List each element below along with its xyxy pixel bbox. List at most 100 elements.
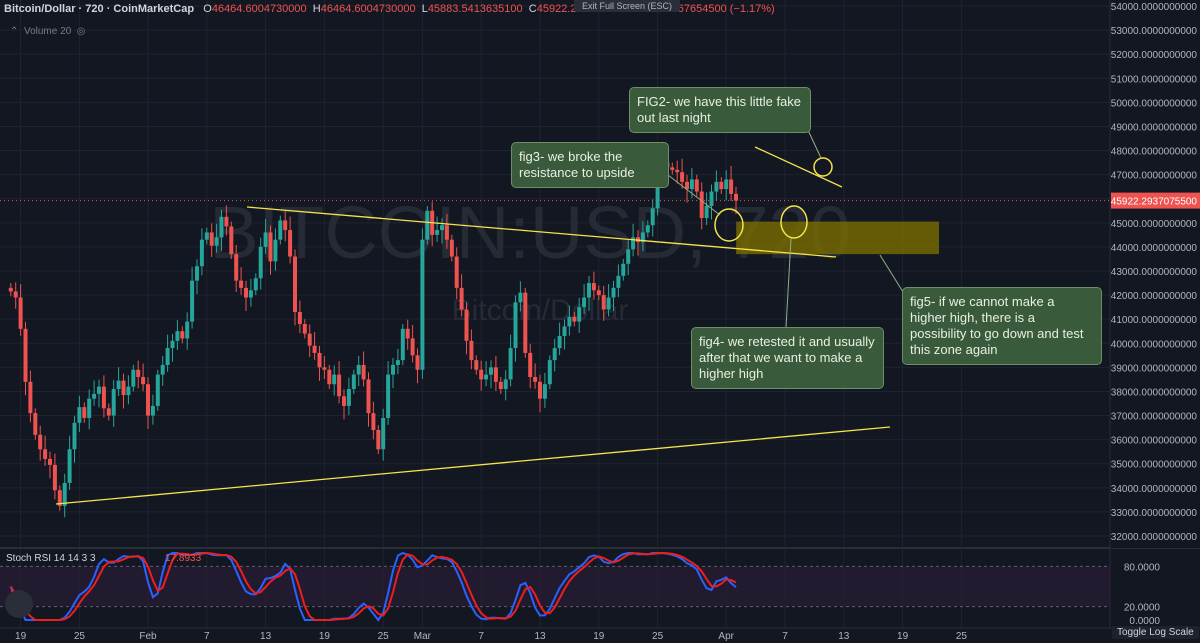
candle-body — [52, 464, 57, 491]
candle-body — [234, 254, 239, 281]
eye-hidden-icon[interactable]: ◎ — [76, 26, 86, 37]
candle-body — [464, 309, 469, 341]
candle-body — [704, 205, 709, 218]
annotation-fig2: FIG2- we have this little fake out last … — [629, 87, 811, 133]
candle-body — [719, 181, 724, 190]
price-tick-label: 42000.0000000000 — [1111, 291, 1198, 302]
candle-body — [106, 408, 111, 416]
candle-body — [62, 483, 67, 506]
price-tick-label: 44000.0000000000 — [1111, 243, 1198, 254]
time-tick-label: 13 — [260, 631, 272, 642]
candle-body — [508, 348, 513, 380]
candle-body — [253, 278, 258, 291]
fig3-pointer — [667, 174, 721, 216]
candle-body — [302, 324, 307, 334]
candle-body — [273, 239, 278, 262]
price-tick-label: 51000.0000000000 — [1111, 74, 1198, 85]
last-price-label: 45922.2937075500 — [1111, 197, 1198, 208]
candle-body — [268, 232, 273, 262]
candle-body — [48, 458, 52, 465]
price-axis[interactable]: 32000.0000000000 33000.0000000000 34000.00… — [0, 0, 1200, 628]
candle-body — [239, 280, 244, 288]
price-tick-label: 32000.0000000000 — [1111, 532, 1198, 543]
candle-body — [126, 386, 131, 396]
candle-body — [165, 348, 170, 365]
candle-body — [650, 208, 655, 226]
toggle-log-scale-button[interactable]: Toggle Log Scale — [1112, 626, 1199, 639]
candle-body — [141, 377, 146, 385]
candle-body — [312, 345, 317, 353]
candle-body — [263, 232, 268, 247]
candle-body — [513, 302, 518, 349]
candle-body — [219, 216, 224, 238]
descending-trendline — [754, 146, 843, 188]
time-tick-label: 25 — [652, 631, 664, 642]
tradingview-logo-icon[interactable] — [5, 590, 33, 618]
candle-body — [92, 393, 97, 399]
candle-body — [175, 331, 180, 341]
price-tick-label: 37000.0000000000 — [1111, 412, 1198, 423]
candle-body — [577, 307, 582, 322]
candle-body — [356, 364, 361, 375]
candle-body — [591, 283, 596, 291]
candle-body — [121, 380, 126, 396]
fig3-circle — [714, 208, 744, 242]
volume-label: Volume 20 — [23, 26, 72, 37]
candle-body — [489, 367, 493, 375]
collapse-icon[interactable]: ⌃ — [10, 26, 19, 37]
time-axis[interactable]: 19 25 Feb 7 13 19 25 Mar 7 13 19 25 Apr 7 13 19 25 — [0, 627, 1200, 642]
rsi-band — [0, 566, 1110, 607]
candle-body — [77, 407, 82, 423]
annotation-fig4: fig4- we retested it and usually after t… — [691, 327, 884, 389]
candle-body — [57, 490, 62, 506]
candle-body — [694, 179, 699, 192]
volume-indicator-label[interactable]: ⌃ Volume 20 ◎ — [10, 26, 86, 37]
candle-body — [518, 292, 523, 303]
price-tick-label: 45000.0000000000 — [1111, 219, 1198, 230]
candle-body — [621, 263, 626, 276]
candle-body — [435, 230, 440, 235]
candle-body — [258, 246, 263, 279]
candle-body — [420, 239, 425, 370]
candle-body — [729, 179, 734, 194]
candle-body — [655, 174, 660, 209]
candle-body — [376, 430, 381, 450]
close-label: C — [528, 3, 537, 15]
candle-body — [131, 369, 136, 387]
candle-body — [449, 239, 454, 257]
low-label: L — [421, 3, 428, 15]
price-tick-label: 39000.0000000000 — [1111, 363, 1198, 374]
candle-body — [400, 328, 405, 361]
candle-body — [346, 389, 351, 406]
stoch-rsi-pane[interactable]: 80.0000 20.0000 0.0000 — [0, 551, 1160, 627]
candle-body — [391, 364, 395, 375]
candle-body — [67, 449, 72, 483]
candle-body — [528, 352, 533, 377]
rsi-d-line — [9, 551, 737, 621]
candle-body — [136, 369, 141, 377]
candle-body — [493, 367, 498, 382]
high-value: 46464.6004730000 — [320, 3, 416, 15]
time-tick-label: 13 — [838, 631, 850, 642]
candle-body — [611, 287, 616, 298]
price-tick-label: 34000.0000000000 — [1111, 484, 1198, 495]
candle-body — [327, 369, 332, 385]
price-tick-label: 49000.0000000000 — [1111, 122, 1198, 133]
candle-body — [13, 291, 18, 298]
candle-body — [288, 230, 293, 257]
candle-body — [278, 220, 283, 240]
stoch-rsi-label[interactable]: Stoch RSI 14 14 3 3 — [6, 553, 96, 564]
candle-body — [572, 316, 577, 322]
time-tick-label: 19 — [15, 631, 27, 642]
candle-body — [557, 336, 562, 349]
exit-fullscreen-button[interactable]: Exit Full Screen (ESC) — [574, 0, 681, 12]
candle-body — [689, 179, 694, 190]
time-tick-label: 7 — [782, 631, 788, 642]
candle-body — [18, 297, 23, 329]
candle-body — [533, 377, 538, 382]
candle-body — [552, 348, 557, 361]
candle-body — [405, 328, 410, 339]
time-tick-label: 25 — [956, 631, 968, 642]
candle-body — [410, 338, 415, 356]
